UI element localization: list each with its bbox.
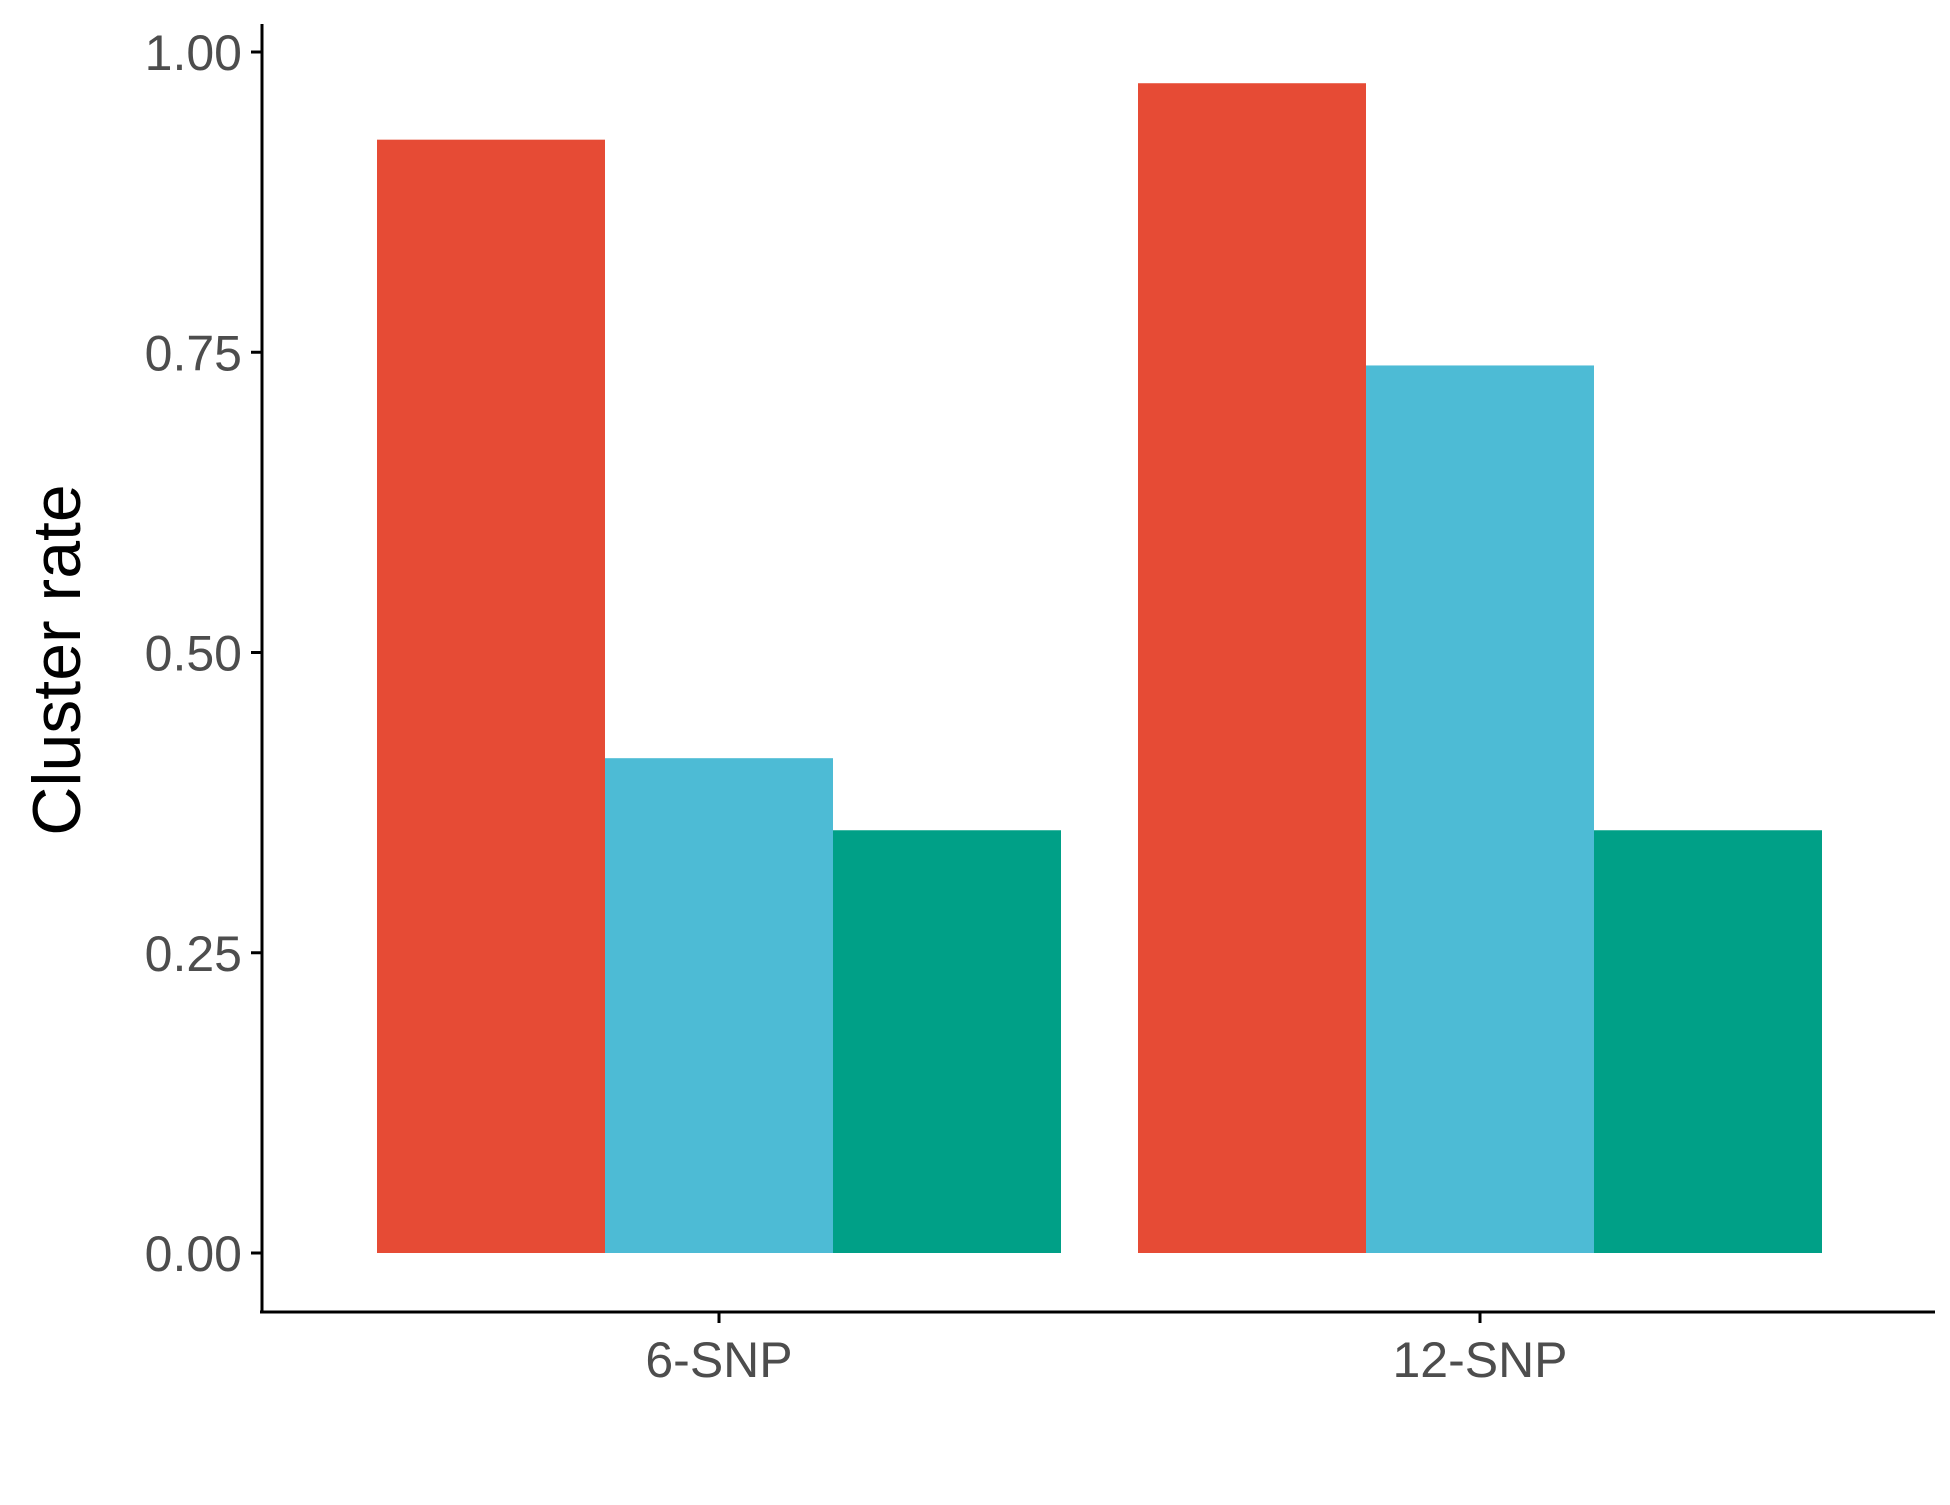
bar-12-snp-series-1 [1138,83,1366,1254]
y-tick-label: 0.75 [145,325,242,381]
y-tick-label: 0.50 [145,626,242,682]
bar-6-snp-series-2 [605,758,833,1253]
x-tick-label: 6-SNP [645,1332,792,1388]
y-tick-label: 1.00 [145,25,242,81]
bars-layer [377,83,1822,1254]
axes-layer [260,24,1935,1314]
x-ticks: 6-SNP 12-SNP [645,1312,1568,1388]
bar-12-snp-series-3 [1594,830,1822,1253]
bar-6-snp-series-1 [377,139,605,1254]
y-tick-label: 0.00 [145,1226,242,1282]
y-tick-label: 0.25 [145,926,242,982]
x-tick-label: 12-SNP [1392,1332,1567,1388]
bar-6-snp-series-3 [833,830,1061,1253]
bar-12-snp-series-2 [1366,365,1594,1253]
y-axis-title: Cluster rate [19,484,95,835]
y-ticks: 0.00 0.25 0.50 0.75 1.00 [145,25,262,1282]
